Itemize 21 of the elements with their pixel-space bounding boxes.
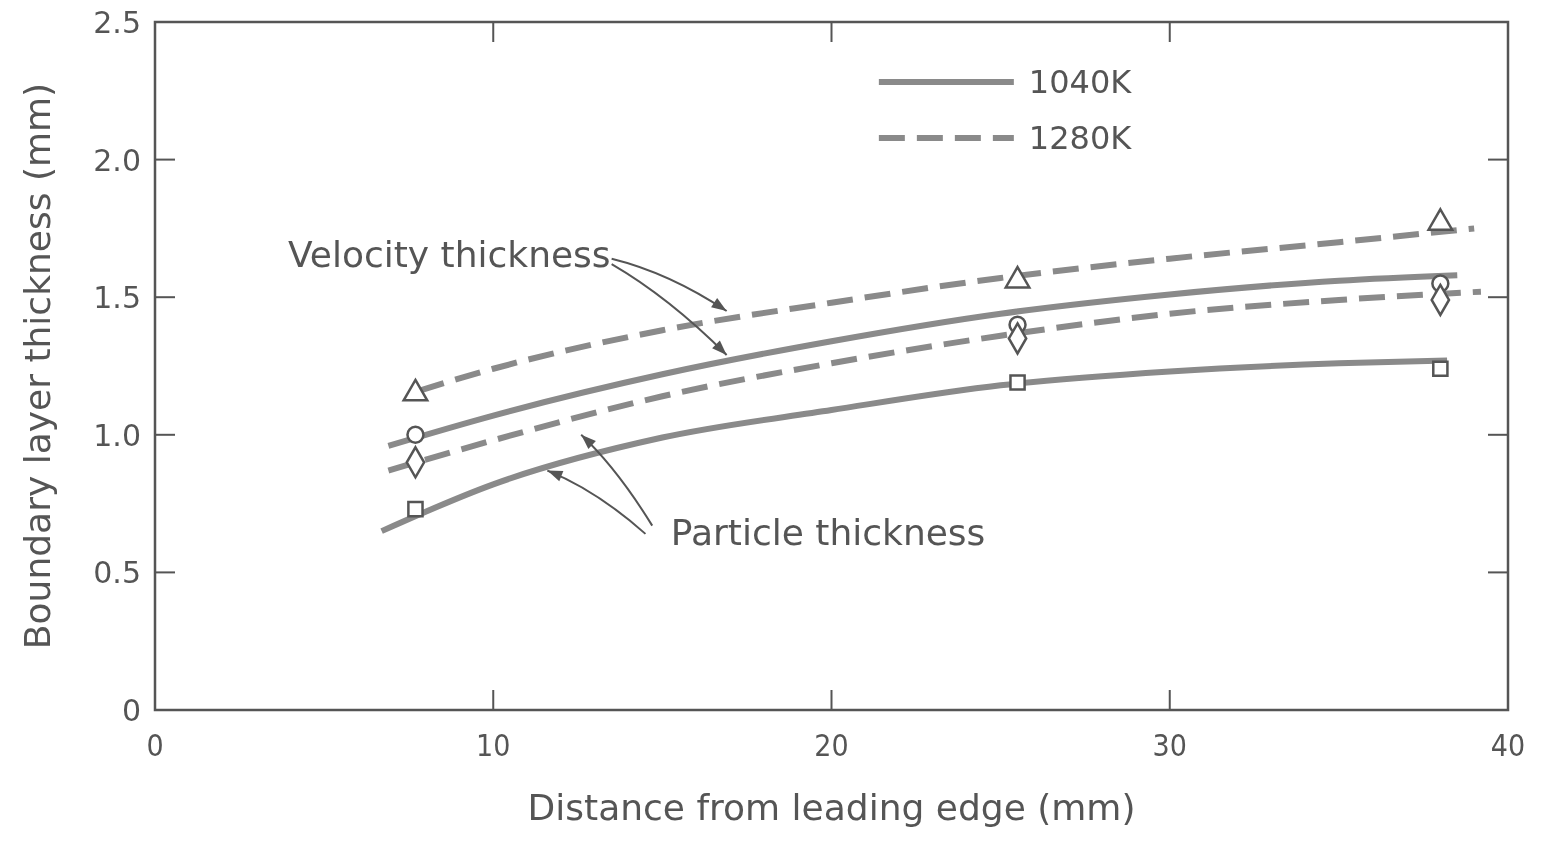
x-tick-label: 10 — [476, 728, 511, 763]
y-tick-label: 2.5 — [93, 5, 141, 40]
y-tick-label: 1.5 — [93, 280, 141, 316]
legend-label: 1040K — [1028, 63, 1133, 101]
x-tick-label: 40 — [1490, 728, 1526, 763]
x-tick-label: 20 — [814, 728, 849, 763]
y-tick-label: 0 — [121, 693, 141, 728]
legend-label: 1280K — [1028, 119, 1133, 157]
point — [1432, 360, 1449, 378]
annotation: Velocity thickness — [287, 233, 611, 275]
y-tick-label: 2.0 — [93, 142, 141, 178]
point — [1009, 374, 1026, 391]
x-axis-title: Distance from leading edge (mm) — [527, 787, 1136, 828]
annotation: Particle thickness — [670, 511, 986, 553]
x-tick-label: 0 — [146, 728, 164, 763]
point — [406, 425, 425, 445]
y-tick-label: 1.0 — [93, 417, 141, 453]
y-tick-label: 0.5 — [93, 555, 141, 591]
x-tick-label: 30 — [1152, 728, 1187, 763]
point — [407, 500, 424, 518]
y-axis-title: Boundary layer thickness (mm) — [17, 82, 58, 650]
